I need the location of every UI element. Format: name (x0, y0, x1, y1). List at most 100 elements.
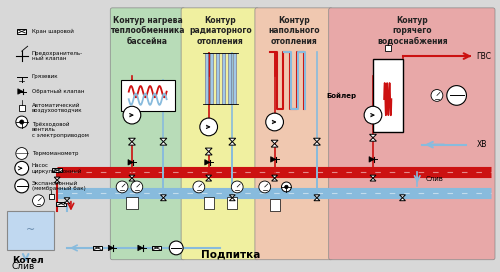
Polygon shape (271, 140, 278, 144)
Text: Подпитка: Подпитка (200, 250, 260, 260)
Circle shape (20, 120, 24, 124)
Polygon shape (64, 198, 70, 201)
Polygon shape (370, 134, 376, 138)
Text: Слив: Слив (12, 262, 35, 271)
Polygon shape (369, 157, 374, 162)
Circle shape (266, 113, 283, 131)
Circle shape (447, 86, 466, 105)
Bar (120, 80, 174, 111)
Bar (234, 53, 236, 104)
Text: Автоматический
воздухоотводчик: Автоматический воздухоотводчик (32, 103, 82, 113)
Text: Экспансионный
(мембранный бак): Экспансионный (мембранный бак) (32, 181, 86, 191)
Polygon shape (160, 142, 167, 145)
Text: Контур
радиаторного
отопления: Контур радиаторного отопления (189, 16, 252, 45)
Polygon shape (314, 195, 320, 198)
Circle shape (170, 241, 183, 255)
Polygon shape (128, 160, 133, 165)
Polygon shape (138, 245, 143, 251)
Polygon shape (314, 142, 320, 145)
Bar (210, 53, 214, 104)
FancyBboxPatch shape (255, 8, 332, 260)
Bar (52, 168, 62, 172)
Bar (222, 53, 225, 104)
Polygon shape (205, 148, 212, 152)
FancyBboxPatch shape (110, 8, 185, 260)
Polygon shape (128, 142, 136, 145)
Bar (216, 53, 219, 104)
Text: ХВ: ХВ (476, 140, 486, 149)
Circle shape (364, 106, 382, 124)
Bar (126, 197, 138, 209)
Polygon shape (128, 138, 136, 142)
Polygon shape (400, 195, 406, 198)
Circle shape (282, 182, 292, 192)
Text: Предохранитель-
ный клапан: Предохранитель- ный клапан (32, 51, 82, 61)
Circle shape (193, 181, 204, 193)
Text: Контур
напольного
отопления: Контур напольного отопления (268, 16, 320, 45)
Polygon shape (271, 144, 278, 147)
Circle shape (200, 118, 218, 136)
Polygon shape (229, 142, 235, 145)
Polygon shape (129, 178, 135, 181)
Bar (19, 105, 24, 111)
Polygon shape (272, 175, 278, 178)
Polygon shape (64, 201, 70, 204)
Polygon shape (272, 178, 278, 181)
Bar (152, 246, 162, 250)
Bar (228, 197, 237, 209)
Bar (204, 197, 214, 209)
Circle shape (259, 181, 270, 193)
Polygon shape (160, 138, 167, 142)
Bar (49, 194, 54, 199)
Circle shape (431, 89, 443, 101)
Bar (270, 199, 280, 211)
Text: Кран шаровой: Кран шаровой (32, 29, 74, 34)
Circle shape (131, 181, 143, 193)
Text: ~: ~ (26, 225, 35, 235)
Circle shape (15, 161, 28, 175)
Polygon shape (108, 245, 114, 251)
Text: Контур
горячего
водоснабжения: Контур горячего водоснабжения (377, 16, 448, 45)
Polygon shape (205, 152, 212, 155)
Polygon shape (370, 175, 376, 178)
Circle shape (123, 106, 141, 124)
Bar (385, 45, 390, 51)
Circle shape (15, 179, 28, 193)
Bar (93, 246, 102, 250)
Polygon shape (370, 178, 376, 181)
FancyBboxPatch shape (328, 8, 495, 260)
Polygon shape (370, 138, 376, 141)
Bar (56, 202, 66, 206)
Text: ГВС: ГВС (476, 52, 492, 61)
Polygon shape (314, 198, 320, 201)
Polygon shape (18, 89, 23, 94)
Text: Грязевик: Грязевик (32, 74, 58, 79)
Polygon shape (230, 195, 235, 198)
Polygon shape (230, 198, 235, 201)
Bar (228, 53, 230, 104)
Polygon shape (400, 198, 406, 201)
Text: Трёхходовой
вентиль
с электроприводом: Трёхходовой вентиль с электроприводом (32, 122, 88, 138)
Polygon shape (54, 177, 60, 180)
Polygon shape (160, 195, 166, 198)
Bar (7, 211, 54, 250)
Text: Термоманометр: Термоманометр (32, 151, 78, 156)
Polygon shape (270, 157, 276, 162)
Polygon shape (160, 198, 166, 201)
Circle shape (32, 195, 44, 207)
Polygon shape (129, 175, 135, 178)
Circle shape (284, 185, 288, 189)
Polygon shape (229, 138, 235, 142)
Polygon shape (54, 180, 60, 183)
Polygon shape (204, 160, 210, 165)
Polygon shape (206, 175, 212, 178)
Text: Слив: Слив (425, 176, 443, 182)
Circle shape (232, 181, 243, 193)
Polygon shape (206, 178, 212, 181)
Circle shape (16, 116, 28, 128)
Text: Котел: Котел (12, 256, 44, 265)
Text: Контур нагрева
теплообменника
бассейна: Контур нагрева теплообменника бассейна (110, 16, 185, 45)
Bar (204, 53, 208, 104)
Text: Насос
циркуляционный: Насос циркуляционный (32, 163, 82, 174)
Bar (17, 29, 26, 33)
